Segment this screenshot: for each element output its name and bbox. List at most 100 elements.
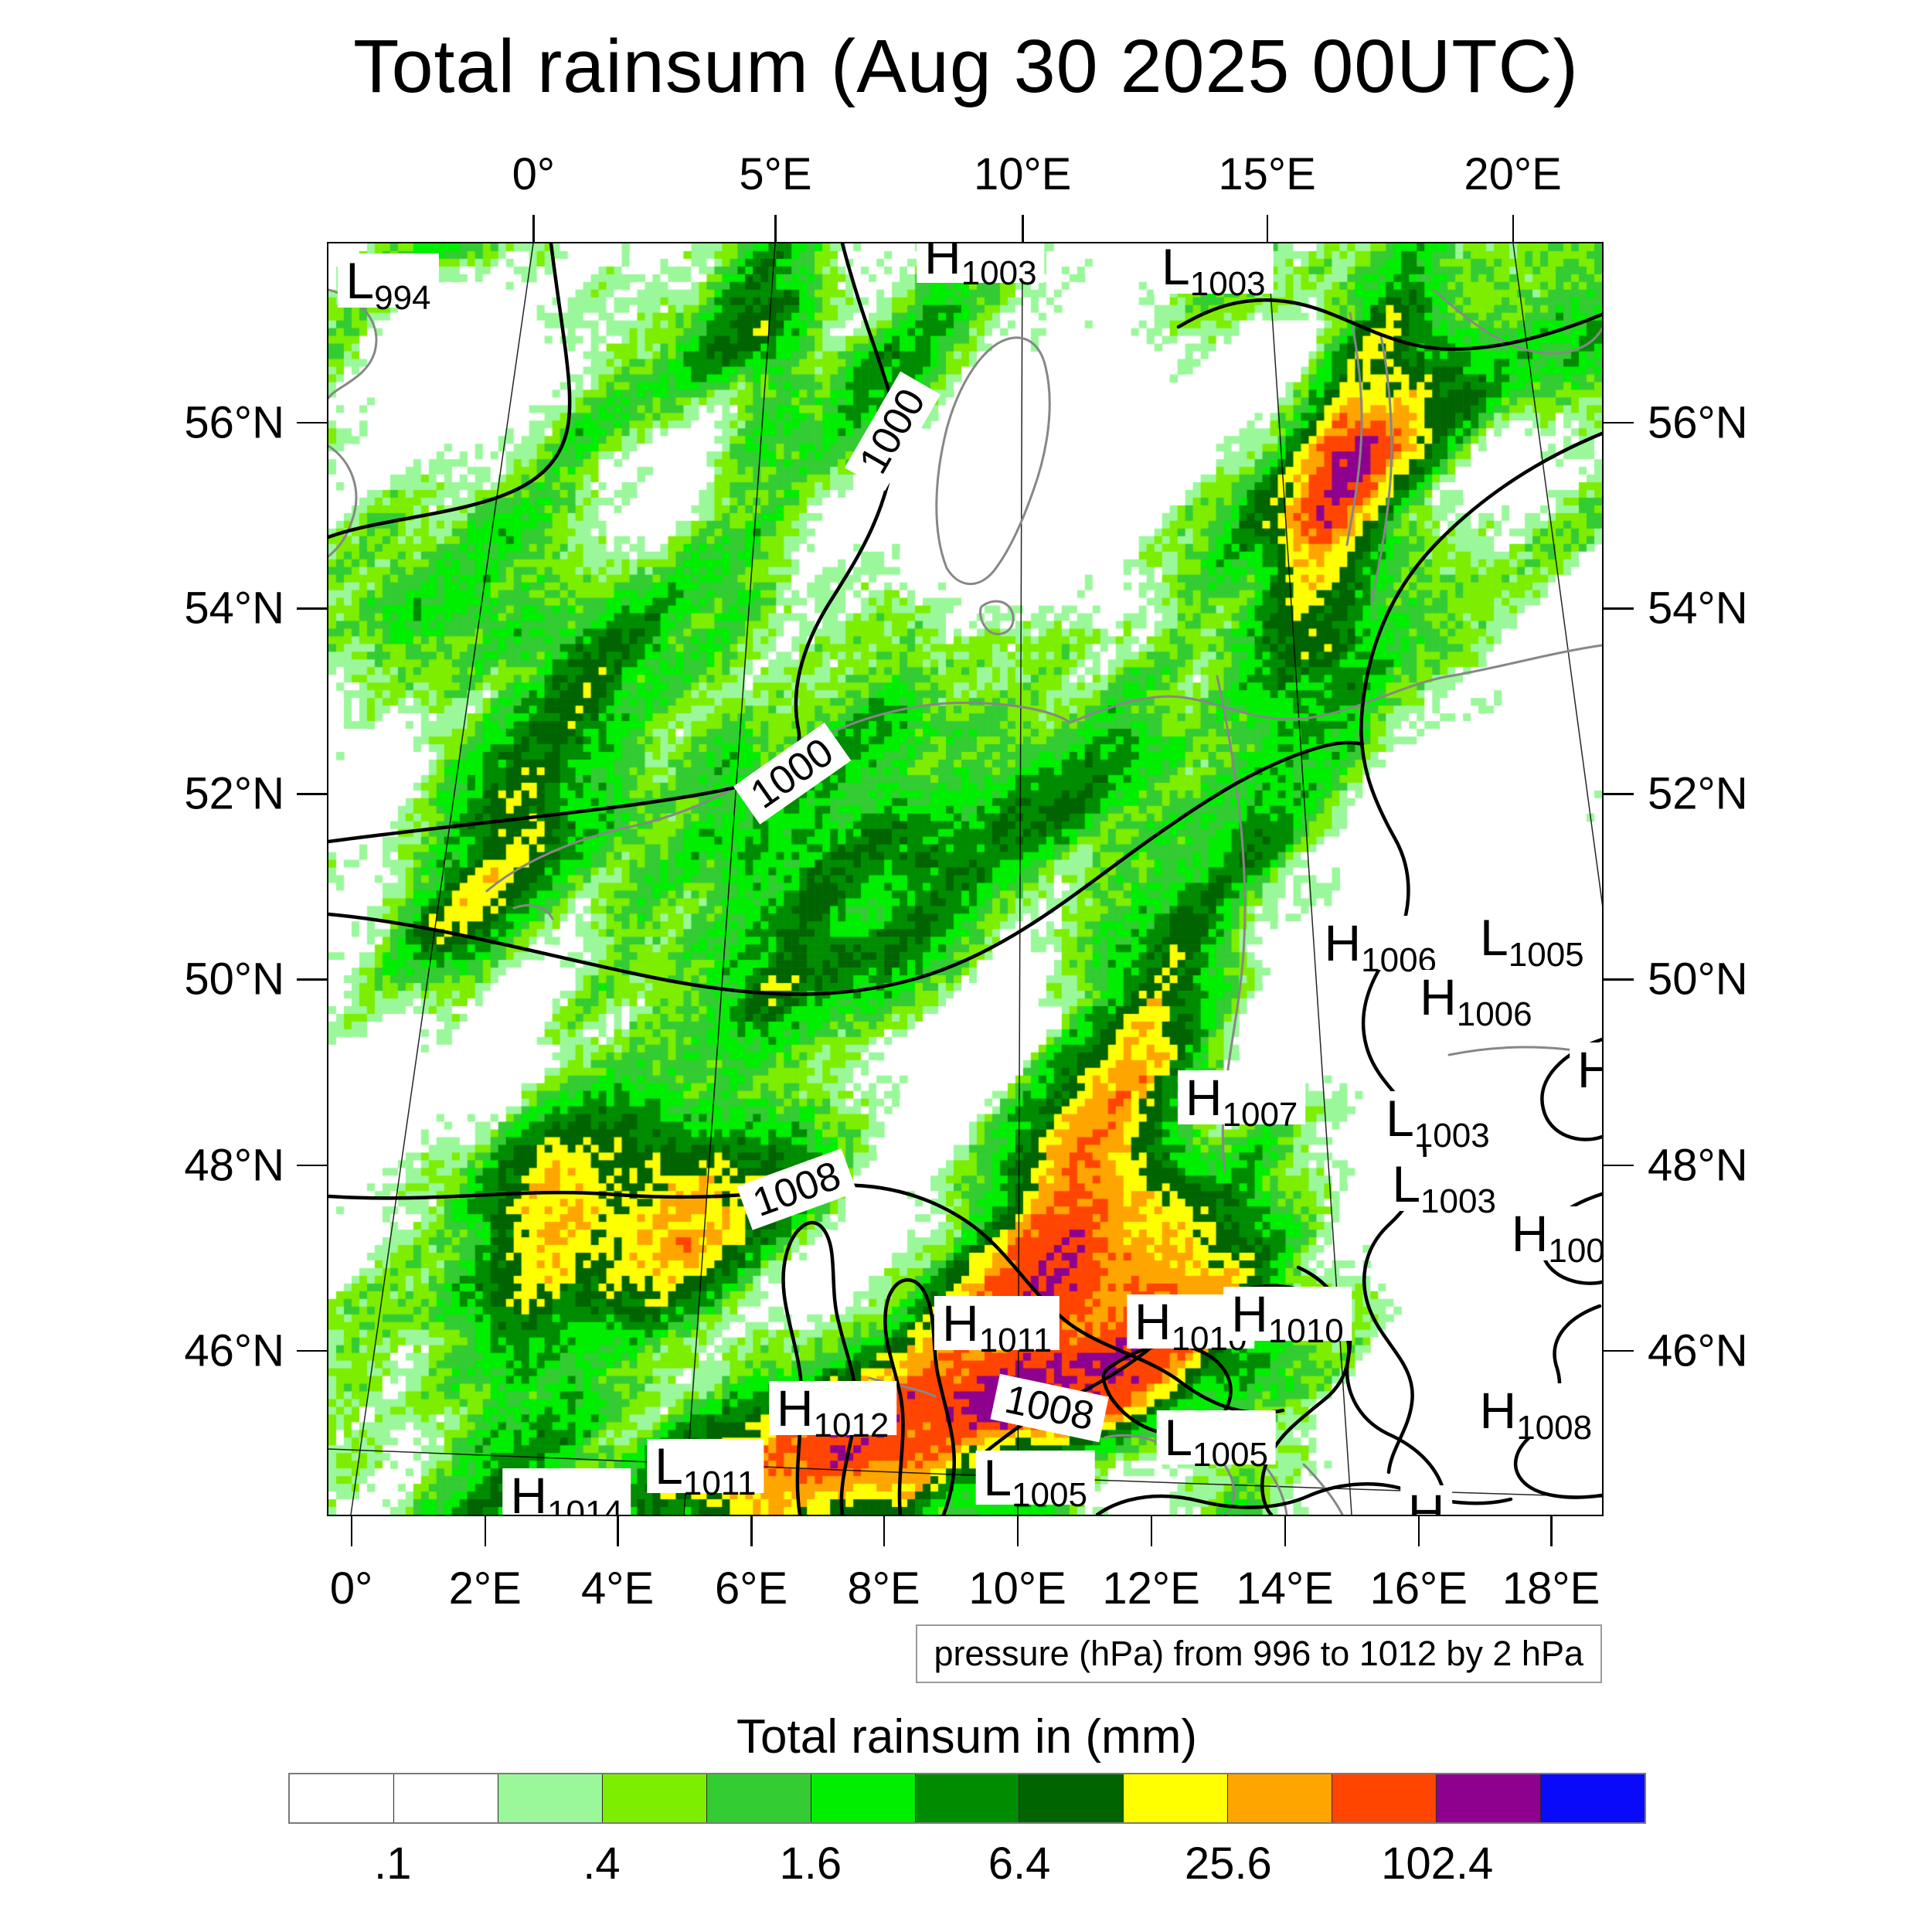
pressure-center-label-H1010: H1010	[1223, 1287, 1352, 1349]
colorbar-swatch-12	[1540, 1774, 1645, 1822]
colorbar-swatch-3	[601, 1774, 706, 1822]
pressure-center-label-H1014: H1014	[502, 1468, 631, 1516]
isobar	[328, 740, 1365, 996]
graticule-line	[683, 243, 776, 1515]
left-axis-tick	[297, 978, 328, 981]
top-axis-tick	[1512, 215, 1515, 243]
top-axis-label: 15°E	[1218, 149, 1316, 199]
coastline	[512, 904, 554, 920]
pressure-value: 994	[374, 278, 431, 317]
pressure-center-label-L1005: L1005	[975, 1451, 1095, 1512]
pressure-letter: L	[1392, 1155, 1421, 1213]
bottom-axis-tick	[883, 1515, 886, 1546]
pressure-value: 1003	[961, 254, 1037, 293]
map-plot-area: 1000 1000 1008 1008 L994 H1003 L1003 H1006 L100…	[327, 242, 1604, 1516]
chart-title: Total rainsum (Aug 30 2025 00UTC)	[353, 24, 1579, 108]
pressure-value: 1003	[1420, 1182, 1496, 1221]
colorbar-swatch-8	[1123, 1774, 1228, 1822]
colorbar-value-label: .4	[583, 1838, 621, 1889]
pressure-center-label-H1008: H1008	[1471, 1382, 1600, 1445]
left-axis-tick	[297, 607, 328, 610]
top-axis-tick	[1266, 215, 1269, 243]
pressure-center-label-H1007: H1007	[1177, 1070, 1306, 1132]
pressure-center-label-L1005: L1005	[1472, 909, 1592, 972]
pressure-value: 1014	[547, 1494, 623, 1516]
pressure-value: 1011	[978, 1321, 1053, 1359]
colorbar-swatch-4	[706, 1774, 811, 1822]
left-axis-tick	[297, 421, 328, 424]
right-axis-label: 46°N	[1648, 1325, 1748, 1376]
pressure-value: 1011	[682, 1464, 757, 1503]
pressure-center-label-H1003: H1003	[916, 243, 1045, 291]
bottom-axis-tick	[484, 1515, 487, 1546]
left-axis-label: 46°N	[184, 1325, 284, 1376]
top-axis-tick	[532, 215, 535, 243]
pressure-value: 1005	[1012, 1476, 1087, 1515]
coastline	[1069, 644, 1602, 724]
pressure-letter: H	[1420, 968, 1457, 1026]
pressure-letter: H	[1134, 1292, 1172, 1350]
right-axis-tick	[1603, 421, 1634, 424]
bottom-axis-tick	[750, 1515, 753, 1546]
colorbar-swatch-10	[1332, 1774, 1437, 1822]
bottom-axis-label: 10°E	[968, 1563, 1066, 1614]
pressure-value: 1007	[1548, 1232, 1604, 1270]
right-axis-tick	[1603, 1164, 1634, 1167]
colorbar-value-label: 6.4	[988, 1838, 1051, 1889]
pressure-center-label-H1011: H1011	[934, 1294, 1060, 1357]
bottom-axis-label: 12°E	[1102, 1563, 1200, 1614]
colorbar-swatch-1	[393, 1774, 498, 1822]
bottom-axis-label: 2°E	[448, 1563, 522, 1614]
pressure-value: 1003	[1413, 1116, 1490, 1155]
graticule-line	[1512, 243, 1602, 906]
pressure-letter: H	[942, 1294, 979, 1352]
colorbar-swatch-5	[810, 1774, 915, 1822]
pressure-value: 1010	[1267, 1312, 1344, 1351]
pressure-letter: H	[776, 1379, 814, 1437]
colorbar-value-label: 102.4	[1381, 1838, 1494, 1889]
top-axis-label: 5°E	[739, 149, 812, 199]
pressure-letter: H	[1324, 913, 1362, 971]
pressure-center-label-L1011: L1011	[647, 1439, 764, 1501]
isobar	[328, 1183, 1285, 1415]
bottom-axis-label: 8°E	[847, 1563, 920, 1614]
pressure-center-label-L994: L994	[338, 253, 439, 315]
bottom-axis-tick	[617, 1515, 619, 1546]
coastline	[1447, 1046, 1602, 1056]
left-axis-label: 48°N	[184, 1140, 284, 1191]
left-axis-label: 54°N	[184, 583, 284, 634]
coastline	[1370, 335, 1393, 602]
top-axis-tick	[1022, 215, 1024, 243]
pressure-center-label-H1006: H1006	[1412, 968, 1540, 1032]
pressure-center-label-H: H	[1569, 1043, 1602, 1097]
pressure-letter: L	[1162, 242, 1190, 295]
pressure-letter: H	[1479, 1382, 1517, 1440]
bottom-axis-label: 14°E	[1236, 1563, 1334, 1614]
pressure-value: 1012	[813, 1406, 889, 1444]
isobar	[1359, 431, 1602, 1475]
right-axis-label: 48°N	[1648, 1140, 1748, 1191]
pressure-label-layer: L994H1003L1003H1006L1005H1006HH1007L1003…	[328, 243, 1602, 1515]
bottom-axis-label: 6°E	[715, 1563, 788, 1614]
pressure-letter: L	[1164, 1408, 1193, 1466]
pressure-letter: L	[1480, 909, 1509, 967]
pressure-value: 1003	[1189, 264, 1266, 303]
colorbar-swatch-9	[1227, 1774, 1332, 1822]
pressure-center-label-L1003: L1003	[1384, 1155, 1504, 1219]
left-axis-label: 52°N	[184, 768, 284, 819]
bottom-axis-tick	[1150, 1515, 1153, 1546]
left-axis-label: 56°N	[184, 397, 284, 448]
pressure-center-label-H: H	[1400, 1485, 1453, 1515]
bottom-axis-tick	[1417, 1515, 1420, 1546]
bottom-axis-label: 18°E	[1502, 1563, 1600, 1614]
pressure-center-label-H1006: H1006	[1316, 913, 1445, 977]
right-axis-tick	[1603, 1349, 1634, 1352]
isobar	[328, 243, 572, 539]
colorbar	[288, 1773, 1646, 1824]
colorbar-swatch-7	[1019, 1774, 1124, 1822]
pressure-center-label-L1003: L1003	[1154, 242, 1274, 301]
bottom-axis-tick	[350, 1515, 353, 1546]
coastline	[1432, 288, 1602, 355]
coastline	[935, 336, 1051, 585]
